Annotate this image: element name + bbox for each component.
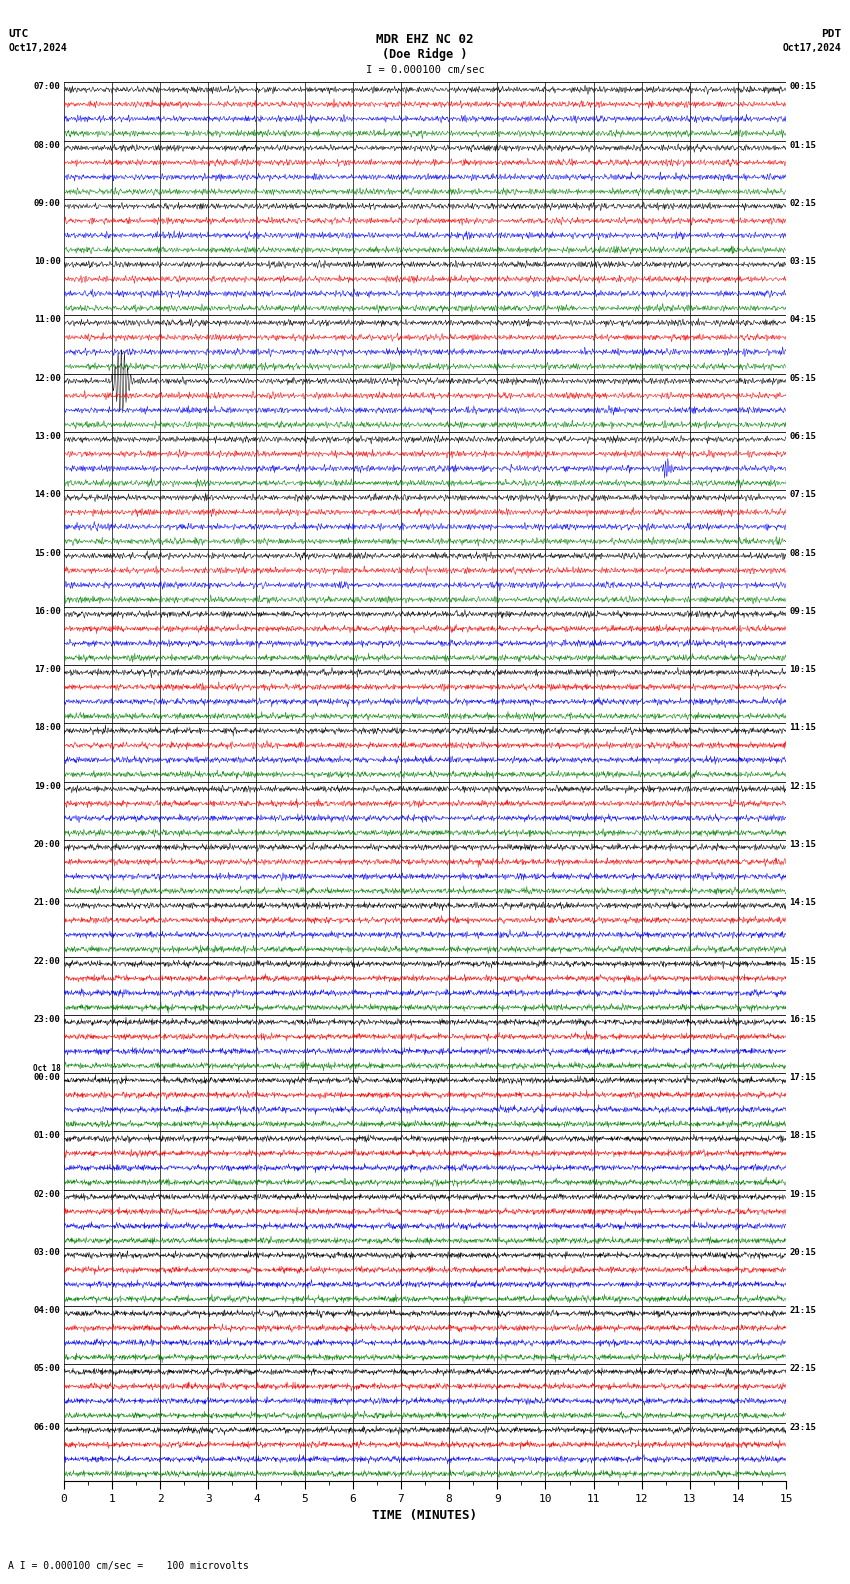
Text: 16:15: 16:15 — [789, 1015, 816, 1023]
Text: 21:00: 21:00 — [34, 898, 61, 908]
Text: 00:15: 00:15 — [789, 82, 816, 92]
Text: 12:15: 12:15 — [789, 782, 816, 790]
Text: 09:15: 09:15 — [789, 607, 816, 616]
Text: (Doe Ridge ): (Doe Ridge ) — [382, 48, 468, 60]
Text: 17:00: 17:00 — [34, 665, 61, 675]
Text: 06:00: 06:00 — [34, 1422, 61, 1432]
Text: 16:00: 16:00 — [34, 607, 61, 616]
Text: 00:00: 00:00 — [34, 1072, 61, 1082]
Text: 19:15: 19:15 — [789, 1190, 816, 1199]
Text: 14:00: 14:00 — [34, 491, 61, 499]
Text: 22:00: 22:00 — [34, 957, 61, 966]
Text: Oct17,2024: Oct17,2024 — [8, 43, 67, 52]
Text: 05:15: 05:15 — [789, 374, 816, 383]
Text: 23:00: 23:00 — [34, 1015, 61, 1023]
Text: 06:15: 06:15 — [789, 432, 816, 440]
Text: 10:15: 10:15 — [789, 665, 816, 675]
Text: 07:15: 07:15 — [789, 491, 816, 499]
Text: Oct 18: Oct 18 — [33, 1064, 61, 1072]
Text: 08:15: 08:15 — [789, 548, 816, 558]
Text: 02:15: 02:15 — [789, 200, 816, 208]
Text: 08:00: 08:00 — [34, 141, 61, 149]
Text: 13:00: 13:00 — [34, 432, 61, 440]
Text: 11:15: 11:15 — [789, 724, 816, 732]
Text: 03:00: 03:00 — [34, 1248, 61, 1258]
Text: 22:15: 22:15 — [789, 1364, 816, 1373]
Text: 23:15: 23:15 — [789, 1422, 816, 1432]
Text: 02:00: 02:00 — [34, 1190, 61, 1199]
Text: A I = 0.000100 cm/sec =    100 microvolts: A I = 0.000100 cm/sec = 100 microvolts — [8, 1562, 249, 1571]
Text: 20:00: 20:00 — [34, 840, 61, 849]
Text: 18:15: 18:15 — [789, 1131, 816, 1140]
Text: 04:15: 04:15 — [789, 315, 816, 325]
Text: 21:15: 21:15 — [789, 1307, 816, 1315]
Text: 15:00: 15:00 — [34, 548, 61, 558]
Text: 11:00: 11:00 — [34, 315, 61, 325]
Text: 18:00: 18:00 — [34, 724, 61, 732]
Text: 05:00: 05:00 — [34, 1364, 61, 1373]
Text: 07:00: 07:00 — [34, 82, 61, 92]
Text: MDR EHZ NC 02: MDR EHZ NC 02 — [377, 33, 473, 46]
Text: 12:00: 12:00 — [34, 374, 61, 383]
Text: UTC: UTC — [8, 29, 29, 38]
Text: Oct17,2024: Oct17,2024 — [783, 43, 842, 52]
Text: 10:00: 10:00 — [34, 257, 61, 266]
Text: 09:00: 09:00 — [34, 200, 61, 208]
Text: 01:00: 01:00 — [34, 1131, 61, 1140]
Text: I = 0.000100 cm/sec: I = 0.000100 cm/sec — [366, 65, 484, 74]
Text: 15:15: 15:15 — [789, 957, 816, 966]
Text: 04:00: 04:00 — [34, 1307, 61, 1315]
Text: 03:15: 03:15 — [789, 257, 816, 266]
Text: 14:15: 14:15 — [789, 898, 816, 908]
Text: PDT: PDT — [821, 29, 842, 38]
X-axis label: TIME (MINUTES): TIME (MINUTES) — [372, 1510, 478, 1522]
Text: 19:00: 19:00 — [34, 782, 61, 790]
Text: 01:15: 01:15 — [789, 141, 816, 149]
Text: 17:15: 17:15 — [789, 1072, 816, 1082]
Text: 13:15: 13:15 — [789, 840, 816, 849]
Text: 20:15: 20:15 — [789, 1248, 816, 1258]
